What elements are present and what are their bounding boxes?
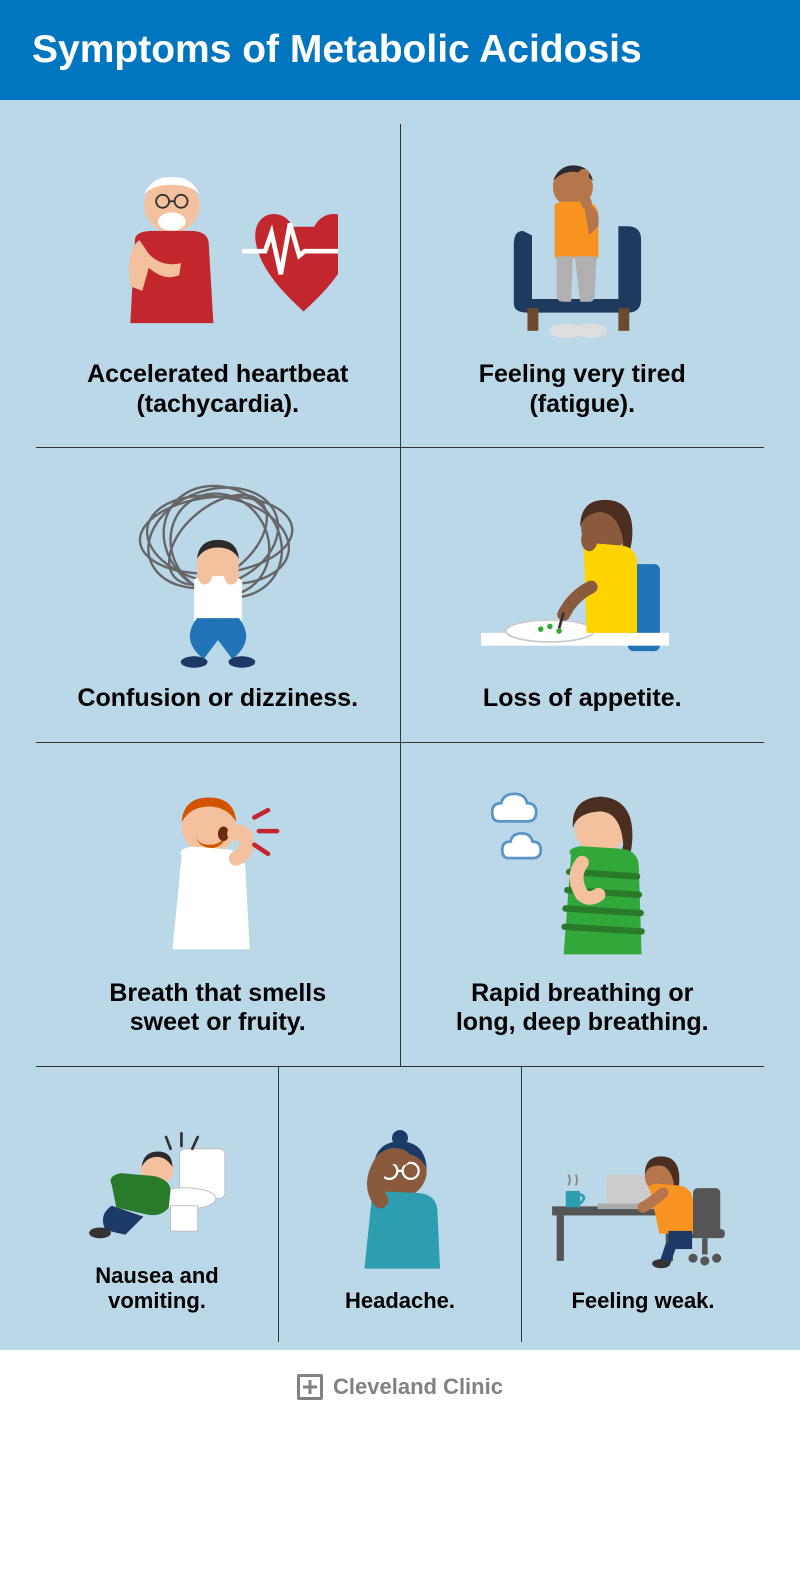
brand-name: Cleveland Clinic [333, 1374, 503, 1400]
illus-weak [532, 1122, 754, 1272]
illus-breath [46, 773, 390, 963]
caption-appetite: Loss of appetite. [483, 684, 682, 714]
caption-nausea: Nausea andvomiting. [95, 1263, 219, 1315]
illus-appetite [411, 478, 755, 668]
illus-headache [289, 1122, 511, 1272]
cell-appetite: Loss of appetite. [401, 448, 765, 742]
caption-confusion: Confusion or dizziness. [77, 684, 358, 714]
infographic-header: Symptoms of Metabolic Acidosis [0, 0, 800, 100]
illus-breathing [411, 773, 755, 963]
cell-fatigue: Feeling very tired(fatigue). [401, 124, 765, 447]
cell-nausea: Nausea andvomiting. [36, 1067, 279, 1343]
cell-confusion: Confusion or dizziness. [36, 448, 401, 742]
caption-headache: Headache. [345, 1288, 455, 1314]
infographic-title: Symptoms of Metabolic Acidosis [32, 28, 642, 71]
caption-weak: Feeling weak. [571, 1288, 714, 1314]
caption-fatigue: Feeling very tired(fatigue). [479, 360, 686, 419]
cell-headache: Headache. [279, 1067, 522, 1343]
row-2: Confusion or dizziness. [36, 448, 764, 743]
infographic-body: Accelerated heartbeat(tachycardia). [0, 100, 800, 1350]
illus-fatigue [411, 154, 755, 344]
illus-nausea [46, 1097, 268, 1247]
row-1: Accelerated heartbeat(tachycardia). [36, 124, 764, 448]
row-3: Breath that smellssweet or fruity. [36, 743, 764, 1067]
illus-tachycardia [46, 154, 390, 344]
row-4: Nausea andvomiting. Headache. [36, 1067, 764, 1343]
footer: Cleveland Clinic [0, 1350, 800, 1430]
caption-tachycardia: Accelerated heartbeat(tachycardia). [87, 360, 348, 419]
caption-breathing: Rapid breathing orlong, deep breathing. [456, 979, 709, 1038]
cell-weak: Feeling weak. [522, 1067, 764, 1343]
cell-tachycardia: Accelerated heartbeat(tachycardia). [36, 124, 401, 447]
brand-logo-icon [297, 1374, 323, 1400]
cell-breathing: Rapid breathing orlong, deep breathing. [401, 743, 765, 1066]
caption-breath: Breath that smellssweet or fruity. [109, 979, 326, 1038]
illus-confusion [46, 478, 390, 668]
cell-breath: Breath that smellssweet or fruity. [36, 743, 401, 1066]
